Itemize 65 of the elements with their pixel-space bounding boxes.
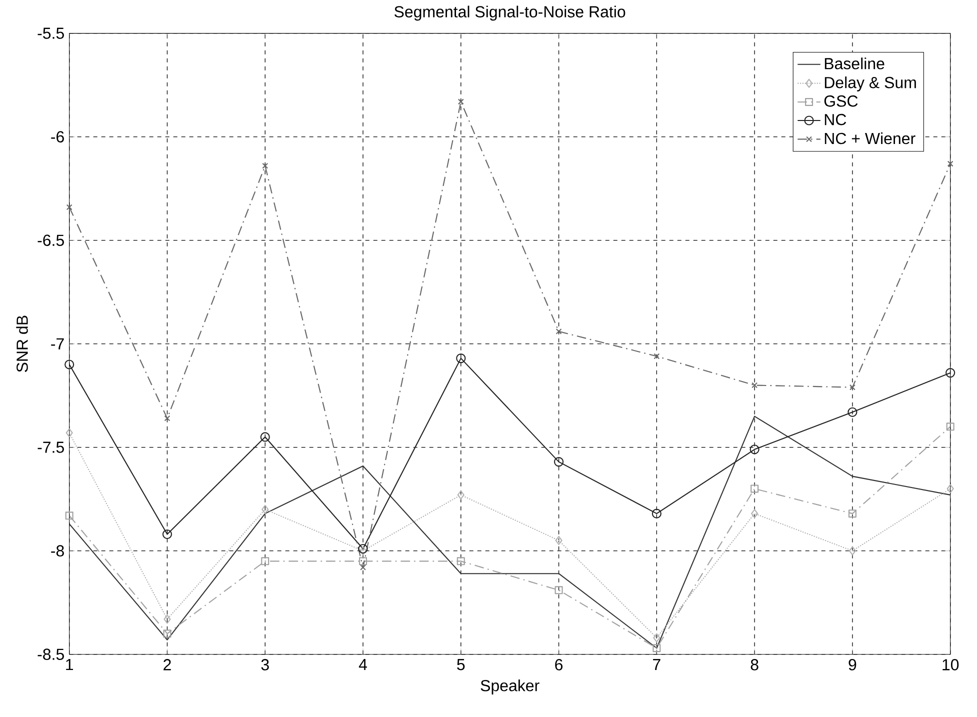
x-tick-label: 5	[457, 659, 465, 670]
y-tick-label: -8.5	[38, 648, 64, 660]
y-tick-label: -6.5	[38, 234, 64, 246]
x-tick-label: 9	[848, 659, 856, 670]
point	[260, 432, 270, 442]
point	[360, 564, 366, 570]
point	[750, 484, 759, 493]
legend-label: Delay & Sum	[824, 76, 916, 92]
point	[65, 512, 74, 520]
point	[261, 557, 270, 566]
chart-title: Segmental Signal-to-Noise Ratio	[394, 6, 626, 21]
point	[457, 490, 464, 500]
point	[848, 510, 856, 518]
point	[653, 633, 660, 642]
point	[750, 444, 760, 454]
y-tick-label: -6	[51, 131, 64, 142]
y-tick-label: -8	[51, 545, 64, 556]
point	[64, 360, 74, 370]
point	[947, 160, 954, 167]
point	[654, 353, 660, 360]
point	[554, 586, 563, 594]
y-tick-label: -5.5	[38, 28, 64, 39]
point	[262, 162, 268, 169]
point	[66, 428, 73, 438]
y-tick-label: -7.5	[38, 442, 64, 453]
point	[652, 644, 661, 652]
legend-label: NC + Wiener	[824, 132, 916, 144]
x-tick-label: 7	[653, 659, 660, 670]
point	[359, 546, 367, 556]
y-axis-title: SNR dB	[16, 316, 28, 372]
point	[751, 509, 758, 518]
legend-label: Baseline	[824, 58, 884, 70]
x-axis-title: Speaker	[480, 680, 540, 694]
x-tick-label: 1	[66, 659, 73, 670]
point	[946, 422, 954, 431]
point	[358, 544, 368, 554]
legend-label: NC	[824, 114, 846, 126]
point	[946, 368, 956, 378]
point	[554, 457, 564, 467]
point	[652, 508, 662, 518]
x-tick-label: 10	[942, 659, 959, 670]
point	[556, 328, 562, 334]
x-tick-label: 2	[164, 659, 171, 670]
point	[262, 504, 269, 514]
point	[849, 384, 856, 390]
point	[359, 557, 368, 566]
x-tick-label: 6	[555, 659, 563, 670]
point	[946, 484, 954, 494]
point	[752, 382, 758, 388]
y-tick-label: -7	[51, 338, 64, 350]
point	[66, 204, 72, 210]
legend-label: GSC	[824, 95, 858, 107]
x-tick-label: 8	[750, 659, 758, 670]
x-tick-label: 3	[261, 659, 269, 670]
x-tick-label: 4	[358, 659, 367, 670]
point	[555, 536, 562, 546]
point	[163, 630, 172, 638]
point	[848, 546, 856, 556]
point	[162, 529, 172, 540]
point	[456, 354, 466, 364]
point	[848, 407, 858, 417]
point	[456, 557, 465, 566]
point	[164, 614, 171, 624]
point	[164, 415, 170, 422]
point	[458, 98, 464, 105]
